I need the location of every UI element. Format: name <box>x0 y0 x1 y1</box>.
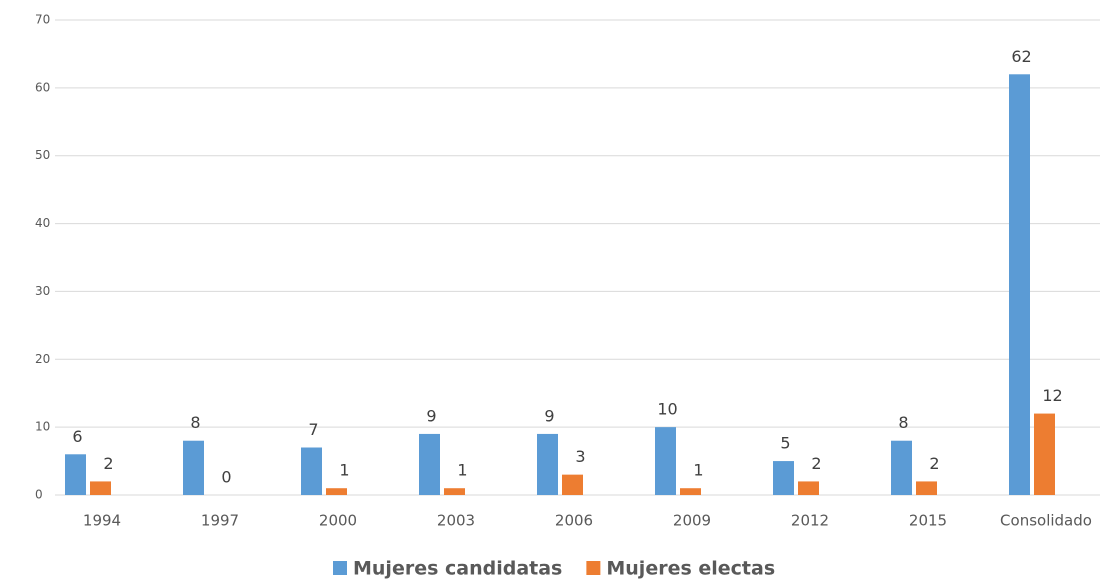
data-label: 1 <box>457 461 467 480</box>
data-label: 2 <box>929 454 939 473</box>
x-tick-label: 2012 <box>791 512 829 530</box>
bar <box>444 488 465 495</box>
data-label: 8 <box>190 413 200 432</box>
data-label: 9 <box>544 406 554 425</box>
data-label: 3 <box>575 447 585 466</box>
y-tick-label: 0 <box>35 488 43 502</box>
x-tick-label: 2009 <box>673 512 711 530</box>
bar <box>891 440 912 495</box>
y-tick-label: 40 <box>35 216 50 230</box>
x-tick-label: 2000 <box>319 512 357 530</box>
legend-swatch <box>333 561 347 575</box>
bar <box>537 433 558 495</box>
legend-label: Mujeres candidatas <box>353 558 562 580</box>
x-tick-label: 2015 <box>909 512 947 530</box>
data-label: 9 <box>426 406 436 425</box>
x-tick-label: Consolidado <box>1000 512 1092 530</box>
bar <box>798 481 819 495</box>
y-tick-label: 20 <box>35 352 50 366</box>
y-tick-label: 60 <box>35 80 50 94</box>
x-tick-label: 1997 <box>201 512 239 530</box>
legend-label: Mujeres electas <box>606 558 775 580</box>
bar <box>773 461 794 495</box>
data-label: 5 <box>780 434 790 453</box>
bar <box>65 454 86 495</box>
y-tick-label: 50 <box>35 148 50 162</box>
x-tick-label: 2003 <box>437 512 475 530</box>
data-label: 6 <box>72 427 82 446</box>
bar <box>655 427 676 495</box>
bar <box>1034 413 1055 495</box>
bar <box>1009 74 1030 496</box>
bar <box>680 488 701 495</box>
legend-swatch <box>586 561 601 575</box>
data-label: 0 <box>221 468 231 487</box>
x-tick-label: 1994 <box>83 512 121 530</box>
bar <box>916 481 937 495</box>
bar <box>562 474 583 495</box>
data-label: 10 <box>657 400 677 419</box>
y-tick-label: 10 <box>35 420 50 434</box>
bar <box>326 488 347 495</box>
data-label: 8 <box>898 413 908 432</box>
data-label: 7 <box>308 420 318 439</box>
data-label: 1 <box>339 461 349 480</box>
x-tick-label: 2006 <box>555 512 593 530</box>
data-label: 12 <box>1042 386 1062 405</box>
y-tick-label: 70 <box>35 13 50 27</box>
bar <box>183 440 204 495</box>
data-label: 2 <box>811 454 821 473</box>
y-tick-label: 30 <box>35 284 50 298</box>
bar <box>90 481 111 495</box>
data-label: 1 <box>693 461 703 480</box>
bar <box>419 433 440 495</box>
data-label: 62 <box>1011 47 1031 66</box>
bar <box>301 447 322 495</box>
data-label: 2 <box>103 454 113 473</box>
